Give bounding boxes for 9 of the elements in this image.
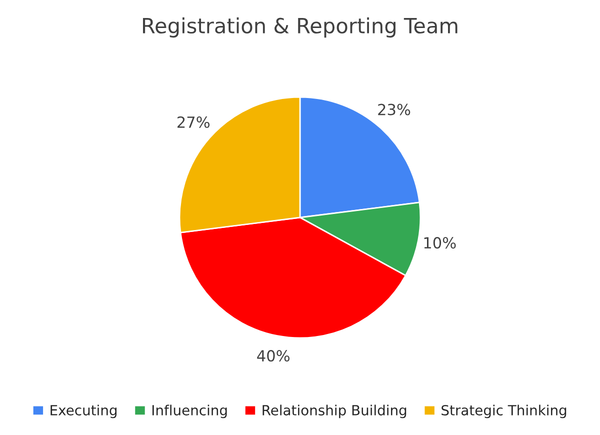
legend-label: Executing	[50, 404, 117, 418]
data-label: 10%	[424, 237, 456, 249]
legend-label: Relationship Building	[262, 404, 406, 418]
data-label: 23%	[378, 104, 410, 116]
chart-title: Registration & Reporting Team	[143, 17, 458, 38]
data-label: 27%	[178, 116, 210, 128]
data-label: 40%	[257, 350, 290, 362]
legend-label: Strategic Thinking	[442, 404, 566, 418]
legend-label: Influencing	[152, 404, 227, 418]
